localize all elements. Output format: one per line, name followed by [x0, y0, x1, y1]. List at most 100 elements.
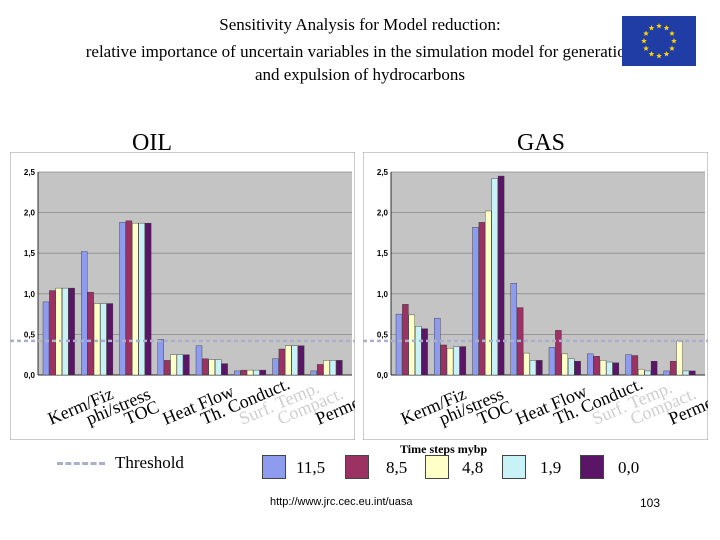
eu-flag-icon	[622, 16, 696, 66]
gas-bar	[510, 283, 517, 376]
threshold-legend-label: Threshold	[115, 453, 184, 472]
gas-bar	[459, 346, 467, 376]
gas-bar	[485, 210, 492, 376]
oil-bar	[62, 287, 69, 376]
oil-bar	[253, 369, 260, 376]
threshold-legend-line	[57, 462, 105, 465]
legend-label-1-9: 1,9	[540, 458, 562, 477]
gas-bar	[606, 361, 613, 376]
legend-swatch-1-9	[502, 455, 526, 479]
oil-bar	[93, 303, 101, 376]
gas-chart-panel: 0,0 0,5 1,0 1,5 2,0 2,5 Kerm/Fiz phi/stress TOC H…	[362, 151, 720, 441]
gas-bar	[548, 347, 556, 376]
oil-bar	[329, 360, 337, 376]
gas-bar	[593, 356, 600, 376]
oil-bar	[246, 369, 254, 376]
oil-bar	[176, 354, 184, 376]
flag-star	[669, 45, 675, 51]
gas-y-tick-label: 2,5	[377, 168, 389, 177]
title-line-1: Sensitivity Analysis for Model reduction…	[219, 15, 501, 34]
legend-swatch-4-8	[425, 455, 449, 479]
gas-bar	[574, 360, 581, 376]
oil-y-tick-label: 1,5	[24, 249, 36, 258]
gas-bar	[529, 360, 537, 376]
legend-label-8-5: 8,5	[386, 458, 408, 477]
legend-label-0-0: 0,0	[618, 458, 640, 477]
oil-y-tick-label: 1,0	[24, 290, 36, 299]
oil-chart-panel: 0,0 0,5 1,0 1,5 2,0 2,5 Kerm/Fiz phi/stress TOC H…	[9, 151, 387, 441]
flag-star	[656, 53, 662, 59]
oil-bar	[297, 345, 305, 376]
gas-bar	[453, 346, 460, 376]
gas-bar	[650, 360, 658, 376]
title-line-2: relative importance of uncertain variabl…	[85, 42, 635, 61]
footer-url: http://www.jrc.cec.eu.int/uasa	[270, 496, 413, 508]
oil-chart: 0,00,51,01,52,02,5Kerm/Fizphi/stressTOCH…	[9, 151, 387, 441]
gas-bar	[434, 317, 441, 376]
oil-bar	[278, 348, 286, 376]
gas-bar	[561, 353, 569, 376]
gas-bar	[555, 330, 562, 376]
oil-bar	[144, 222, 152, 376]
oil-bar	[42, 301, 50, 376]
oil-y-tick-label: 2,5	[24, 168, 36, 177]
oil-bar	[81, 251, 88, 376]
gas-chart: 0,00,51,01,52,02,5Kerm/Fizphi/stressTOCH…	[362, 151, 720, 441]
oil-bar	[170, 354, 177, 376]
gas-bar	[440, 344, 447, 376]
title-line-3: and expulsion of hydrocarbons	[254, 65, 466, 84]
oil-bar	[157, 339, 164, 376]
gas-bar	[625, 354, 632, 376]
gas-bar	[523, 352, 530, 376]
page-number: 103	[640, 496, 661, 510]
gas-bar	[408, 314, 415, 376]
oil-bar	[106, 303, 114, 376]
gas-bar	[587, 353, 594, 376]
oil-bar	[183, 354, 190, 376]
gas-bar	[638, 369, 645, 376]
gas-bar	[491, 178, 498, 376]
flag-star	[656, 23, 662, 29]
oil-bar	[87, 291, 94, 376]
oil-bar	[336, 360, 343, 376]
gas-bar	[689, 370, 696, 376]
oil-bar	[323, 360, 330, 376]
oil-bar	[291, 345, 298, 376]
gas-bar	[682, 370, 690, 376]
flag-star	[663, 25, 670, 31]
oil-bar	[272, 358, 279, 376]
gas-bar	[497, 175, 505, 376]
gas-bar	[663, 370, 670, 376]
gas-bar	[446, 348, 454, 376]
oil-bar	[221, 363, 228, 376]
gas-bar	[395, 313, 403, 376]
flag-star	[643, 30, 649, 36]
gas-y-tick-label: 0,0	[377, 371, 389, 380]
oil-bar	[259, 369, 267, 376]
eu-flag-stars	[641, 23, 677, 59]
gas-bar	[631, 355, 639, 376]
oil-bar	[68, 287, 75, 376]
oil-bar	[214, 359, 222, 376]
gas-bar	[612, 362, 620, 376]
gas-y-tick-label: 1,5	[377, 249, 389, 258]
oil-y-tick-label: 0,5	[24, 330, 36, 339]
oil-bar	[310, 370, 317, 376]
legend-swatch-8-5	[345, 455, 369, 479]
oil-bar	[55, 287, 62, 376]
gas-bar	[536, 360, 543, 376]
flag-star	[663, 50, 670, 57]
oil-bar	[49, 290, 56, 376]
gas-bar	[415, 326, 422, 376]
gas-bar	[669, 360, 677, 376]
gas-y-tick-label: 0,5	[377, 330, 389, 339]
oil-bar	[138, 222, 145, 376]
oil-bar	[163, 360, 171, 376]
gas-bar	[644, 370, 651, 376]
flag-star	[641, 38, 647, 44]
gas-bar	[472, 227, 479, 376]
gas-y-tick-label: 1,0	[377, 290, 389, 299]
gas-y-tick-label: 2,0	[377, 209, 389, 218]
oil-bar	[285, 345, 292, 376]
oil-bar	[240, 369, 247, 376]
